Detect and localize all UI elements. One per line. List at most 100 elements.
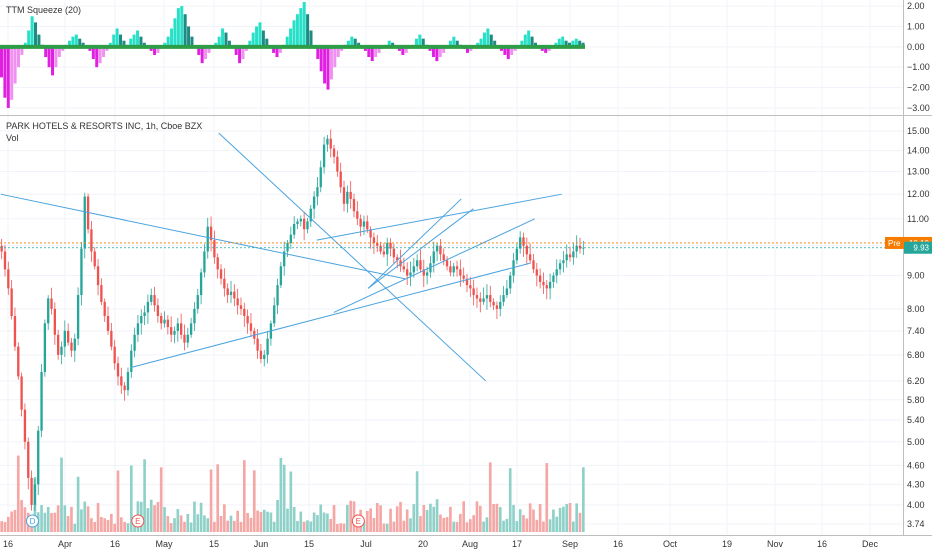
volume-label[interactable]: Vol: [6, 133, 19, 143]
histogram-bar: [176, 8, 180, 47]
x-tick-label: 15: [304, 539, 314, 549]
volume-bar: [186, 513, 190, 532]
histogram-bar: [166, 36, 170, 47]
candle-body: [312, 196, 316, 209]
candle-body: [299, 218, 302, 222]
volume-bar: [66, 515, 70, 532]
x-tick-label: 16: [110, 539, 120, 549]
trendline[interactable]: [333, 218, 535, 313]
trendline[interactable]: [130, 262, 530, 369]
histogram-bar: [302, 2, 306, 47]
candle-body: [166, 319, 170, 328]
histogram-bar: [265, 38, 269, 47]
candle-body: [459, 269, 462, 276]
symbol-title[interactable]: PARK HOTELS & RESORTS INC, 1h, Cboe BZX: [6, 121, 202, 131]
histogram-bar: [404, 46, 408, 53]
volume-bar: [13, 509, 17, 532]
volume-bar: [498, 507, 502, 532]
volume-bar: [143, 459, 146, 532]
volume-bar: [472, 515, 475, 532]
volume-bar: [223, 504, 226, 532]
trendline[interactable]: [0, 193, 406, 280]
candle-body: [396, 257, 399, 261]
candle-body: [522, 237, 525, 246]
trendline[interactable]: [316, 193, 562, 241]
histogram-bar: [187, 26, 191, 47]
histogram-bar: [414, 38, 418, 47]
x-tick-label: Apr: [58, 539, 72, 549]
candle-body: [302, 218, 306, 230]
histogram-bar: [183, 14, 187, 47]
histogram-bar: [510, 46, 514, 55]
volume-bar: [502, 520, 505, 532]
histogram-bar: [438, 46, 442, 57]
trendline[interactable]: [218, 132, 487, 382]
histogram-bar: [578, 40, 582, 47]
volume-bar: [286, 508, 289, 532]
histogram-bar: [370, 46, 374, 62]
event-marker[interactable]: [26, 514, 39, 528]
volume-bar: [93, 521, 97, 532]
candle-body: [150, 295, 153, 302]
histogram-bar: [554, 42, 558, 47]
price-tags: Pre10.109.93: [885, 236, 932, 254]
candle-body: [346, 191, 349, 204]
time-axis[interactable]: 16 Apr 16 May 15 Jun 15 Jul 20 Aug 17 Sep 16 Oct 19 Nov…: [3, 539, 879, 549]
volume-bar: [379, 505, 382, 532]
histogram-bar: [71, 36, 75, 47]
price-tick-label: 5.80: [907, 395, 925, 405]
volume-bar: [149, 499, 153, 532]
candle-body: [160, 316, 163, 324]
trendline[interactable]: [367, 208, 474, 289]
histogram-bar: [295, 14, 299, 47]
histogram-bar: [503, 46, 507, 55]
event-marker[interactable]: [351, 514, 365, 528]
ttm-squeeze-histogram: [0, 2, 585, 108]
event-marker[interactable]: [131, 514, 145, 528]
histogram-bar: [289, 28, 293, 47]
price-tick-label: 5.40: [907, 415, 925, 425]
volume-bar: [203, 515, 206, 532]
volume-bar: [385, 523, 389, 532]
candle-body: [439, 245, 442, 255]
volume-bar: [53, 512, 57, 532]
volume-bar: [399, 501, 402, 532]
candle-body: [452, 266, 455, 273]
trendlines[interactable]: [0, 132, 562, 382]
volume-bar: [56, 505, 60, 532]
histogram-bar: [489, 34, 493, 47]
ttm-squeeze-pane[interactable]: TTM Squeeze (20) 2.00 1.00 0.00 −1.00 −2.00 −…: [0, 1, 930, 113]
histogram-bar: [122, 40, 126, 47]
ttm-squeeze-title[interactable]: TTM Squeeze (20): [6, 5, 81, 15]
volume-bar: [173, 518, 176, 532]
volume-bar: [126, 523, 130, 532]
trendline[interactable]: [367, 198, 462, 289]
candle-body: [562, 260, 565, 264]
histogram-bar: [465, 46, 469, 53]
candle-body: [206, 226, 209, 252]
candle-body: [120, 376, 123, 386]
histogram-bar: [153, 46, 157, 55]
candle-body: [545, 285, 548, 289]
histogram-bar: [452, 36, 456, 47]
volume-bar: [196, 514, 200, 532]
price-tick-label: 11.00: [907, 214, 929, 224]
volume-bar: [289, 471, 293, 532]
volume-bar: [542, 521, 545, 532]
volume-bar: [20, 500, 23, 532]
price-pane[interactable]: PARK HOTELS & RESORTS INC, 1h, Cboe BZX …: [0, 121, 932, 532]
x-tick-label: Nov: [767, 539, 784, 549]
volume-bar: [209, 469, 213, 532]
candle-body: [379, 245, 382, 252]
histogram-bar: [224, 32, 228, 47]
histogram-bar: [142, 42, 146, 47]
histogram-bar: [418, 34, 422, 47]
candle-body: [226, 288, 229, 296]
candle-body: [532, 260, 535, 270]
histogram-bar: [98, 46, 102, 64]
histogram-bar: [74, 34, 78, 47]
histogram-bar: [329, 46, 333, 80]
histogram-bar: [255, 26, 259, 47]
x-tick-label: 19: [722, 539, 732, 549]
